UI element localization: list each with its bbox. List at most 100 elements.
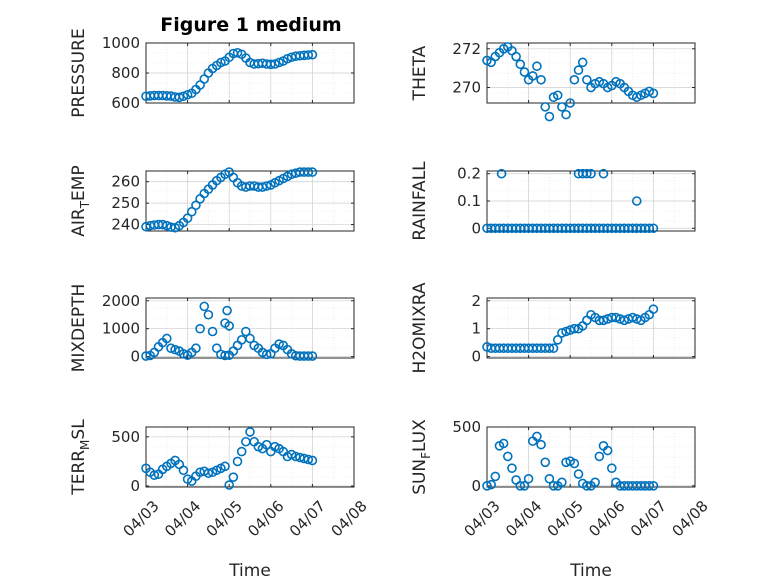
y-axis-label: TERRMSL <box>69 419 92 496</box>
data-point <box>149 470 160 480</box>
data-point <box>303 351 314 361</box>
data-point <box>523 473 534 484</box>
series-h2omixra <box>482 304 659 354</box>
y-axis-label-main: TERR <box>69 450 89 496</box>
subplot-theta: 270 272 THETA <box>410 40 696 122</box>
y-tick-label: 0.1 <box>457 192 481 210</box>
data-point <box>178 465 189 476</box>
data-point <box>586 168 596 179</box>
series-pressure <box>141 47 318 103</box>
data-point <box>536 74 546 85</box>
y-axis-label-main: AIR <box>69 208 89 237</box>
data-point <box>557 328 567 338</box>
subplot-h2omixra: 0 1 2 H2OMIXRA <box>410 282 696 374</box>
data-point <box>274 339 284 349</box>
y-tick-label: 0 <box>471 477 481 495</box>
data-point <box>195 323 205 334</box>
y-tick-label: 240 <box>111 216 140 234</box>
data-point <box>557 102 567 112</box>
data-point <box>627 312 638 323</box>
y-tick-label: 1 <box>471 320 481 338</box>
data-point <box>573 65 584 75</box>
y-tick-label: 0 <box>130 348 140 366</box>
data-point <box>496 168 507 179</box>
data-point <box>307 49 318 60</box>
data-point <box>577 57 588 68</box>
data-point <box>207 326 218 337</box>
data-point <box>527 71 538 81</box>
data-point <box>307 351 318 361</box>
data-point <box>648 304 659 314</box>
y-axis-label-tail: EMP <box>69 165 89 201</box>
y-tick-label: 0.2 <box>457 165 481 183</box>
series-air_temp <box>141 167 318 233</box>
data-point <box>532 61 542 72</box>
series-sun_flux <box>482 431 659 491</box>
axes-frame-h2omixra <box>486 297 696 359</box>
data-point <box>498 438 509 449</box>
data-point <box>245 427 255 437</box>
subplot-rainfall: 0 0.1 0.2 RAINFALL <box>410 161 696 241</box>
data-point <box>619 315 630 326</box>
data-point <box>582 74 592 85</box>
data-point <box>548 343 559 354</box>
y-axis-label-subscript: T <box>78 200 92 209</box>
data-point <box>203 309 214 320</box>
data-point <box>270 59 280 69</box>
subplot-pressure: 600 800 1000 PRESSURE <box>69 28 355 118</box>
data-point <box>544 343 555 354</box>
data-point <box>519 67 530 77</box>
x-axis-label: Time <box>569 561 612 581</box>
y-axis-label-subscript: F <box>419 452 433 459</box>
data-point <box>182 89 193 100</box>
data-point <box>561 109 571 120</box>
data-point <box>544 473 555 484</box>
data-point <box>274 57 284 68</box>
data-point <box>157 219 168 230</box>
data-point <box>245 333 255 344</box>
data-point <box>582 481 592 491</box>
data-point <box>606 463 617 473</box>
data-point <box>141 351 151 361</box>
data-point <box>303 167 314 177</box>
y-tick-label: 260 <box>111 173 140 191</box>
axes-frame-air_temp <box>145 170 355 232</box>
data-point <box>611 312 621 323</box>
y-axis-label-tail: SL <box>69 419 89 440</box>
y-axis-label: RAINFALL <box>410 161 430 241</box>
data-point <box>515 481 526 491</box>
y-tick-label: 272 <box>452 40 481 58</box>
y-axis-label-main: RAINFALL <box>410 161 430 241</box>
y-axis-label-tail: LUX <box>410 419 430 452</box>
data-point <box>216 57 226 68</box>
data-point <box>482 481 492 491</box>
y-tick-label: 0 <box>471 219 481 237</box>
data-point <box>561 326 571 337</box>
data-point <box>598 315 609 326</box>
y-axis-label-main: PRESSURE <box>69 28 89 117</box>
data-point <box>507 463 517 473</box>
series-rainfall <box>482 168 659 234</box>
y-axis-label-main: H2OMIXRA <box>410 282 430 373</box>
data-point <box>232 456 243 467</box>
y-axis-label-main: MIXDEPTH <box>69 284 89 373</box>
data-point <box>191 343 201 354</box>
data-point <box>232 47 243 58</box>
data-point <box>191 200 201 211</box>
y-axis-label: SUNFLUX <box>410 419 433 495</box>
data-point <box>486 479 496 490</box>
y-axis-label: H2OMIXRA <box>410 282 430 373</box>
axes-frame-theta <box>486 42 696 104</box>
y-axis-label: AIRTEMP <box>69 165 92 236</box>
data-point <box>178 91 189 102</box>
data-point <box>565 98 576 108</box>
data-point <box>552 90 563 101</box>
y-axis-label: PRESSURE <box>69 28 89 117</box>
data-point <box>515 59 526 70</box>
data-point <box>548 481 559 491</box>
data-point <box>286 169 297 180</box>
y-tick-label: 800 <box>111 64 140 82</box>
data-point <box>594 451 605 462</box>
data-point <box>257 182 268 192</box>
